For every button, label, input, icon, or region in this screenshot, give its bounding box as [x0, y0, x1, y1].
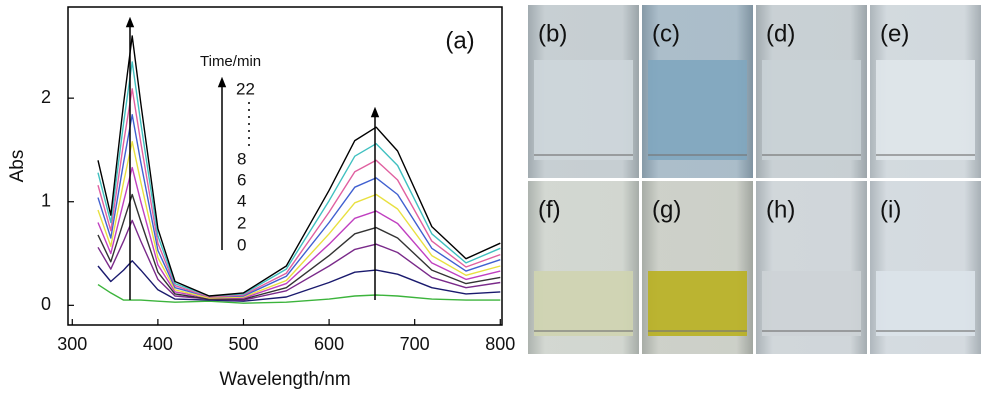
- x-tick-label: 700: [400, 334, 430, 354]
- panel-label: (a): [445, 27, 474, 54]
- y-tick-label: 2: [41, 87, 51, 107]
- photo-label: (g): [652, 196, 681, 223]
- y-axis-label: Abs: [7, 150, 28, 183]
- photo-liquid: [762, 271, 861, 336]
- photo-liquid: [534, 60, 633, 160]
- x-tick-label: 500: [228, 334, 258, 354]
- line-series: [97, 114, 501, 298]
- annotation: 22: [236, 79, 255, 98]
- annotation: 8: [237, 149, 246, 168]
- x-tick-label: 300: [57, 334, 87, 354]
- dots: [248, 102, 250, 146]
- photo-label: (f): [538, 196, 561, 223]
- photo-label: (c): [652, 20, 680, 47]
- x-tick-label: 600: [314, 334, 344, 354]
- photo-liquid: [648, 60, 747, 160]
- photo-label: (d): [766, 20, 795, 47]
- annotation: 6: [237, 170, 246, 189]
- photo-liquid: [534, 271, 633, 336]
- y-tick-label: 1: [41, 190, 51, 210]
- photo-label: (b): [538, 20, 567, 47]
- photo-liquid: [762, 60, 861, 160]
- x-axis-label: Wavelength/nm: [219, 369, 350, 390]
- x-tick-label: 800: [485, 334, 515, 354]
- plot-frame: [67, 6, 503, 326]
- annotation: 0: [237, 235, 246, 254]
- line-series: [97, 141, 501, 299]
- annotation: 2: [237, 213, 246, 232]
- photo-label: (i): [880, 196, 901, 223]
- x-tick-label: 400: [143, 334, 173, 354]
- photo-liquid: [648, 271, 747, 336]
- annotation: Time/min: [200, 53, 261, 70]
- y-tick-label: 0: [41, 294, 51, 314]
- photo-liquid: [876, 60, 975, 160]
- line-series: [97, 284, 501, 304]
- photo-label: (e): [880, 20, 909, 47]
- photo-label: (h): [766, 196, 795, 223]
- photo-liquid: [876, 271, 975, 336]
- annotation: 4: [237, 191, 246, 210]
